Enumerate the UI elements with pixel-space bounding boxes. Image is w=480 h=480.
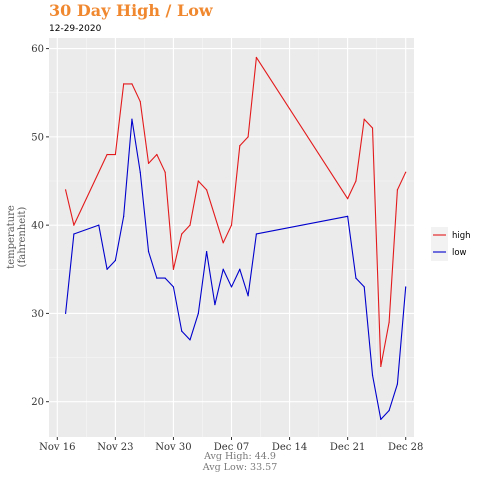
data-point-low xyxy=(189,339,191,341)
x-tick-label: Dec 21 xyxy=(330,442,365,453)
data-point-high xyxy=(388,321,390,323)
y-tick-label: 20 xyxy=(31,397,44,408)
data-point-low xyxy=(123,215,125,217)
data-point-low xyxy=(156,277,158,279)
data-point-low xyxy=(147,251,150,253)
data-point-low xyxy=(206,251,208,253)
data-point-high xyxy=(380,365,382,367)
data-point-low xyxy=(106,268,108,270)
data-point-low xyxy=(73,233,75,235)
x-tick-label: Dec 07 xyxy=(214,442,249,453)
data-point-high xyxy=(197,180,199,182)
y-tick-label: 40 xyxy=(31,221,44,232)
data-point-low xyxy=(197,312,199,315)
data-point-high xyxy=(156,153,158,156)
data-point-high xyxy=(131,83,133,85)
data-point-low xyxy=(230,286,233,288)
data-point-high xyxy=(206,189,208,191)
data-point-high xyxy=(189,224,191,226)
y-axis: 20 30 40 50 60 xyxy=(31,44,49,408)
data-point-high xyxy=(230,224,233,226)
data-point-high xyxy=(363,118,365,120)
series-layer xyxy=(64,56,407,420)
chart-title: 30 Day High / Low xyxy=(49,1,213,20)
x-tick-label: Dec 28 xyxy=(388,442,423,453)
avg-low-text: Avg Low: 33.57 xyxy=(202,462,278,473)
data-point-high xyxy=(371,127,374,129)
avg-high-text: Avg High: 44.9 xyxy=(204,451,276,462)
legend: high low xyxy=(431,227,471,261)
data-point-high xyxy=(114,153,116,156)
data-point-low xyxy=(172,286,175,288)
data-point-high xyxy=(355,180,357,182)
x-axis: Nov 16 Nov 23 Nov 30 Dec 07 Dec 14 Dec 21 Dec … xyxy=(39,437,423,453)
series-line-high xyxy=(65,56,407,367)
data-point-low xyxy=(363,286,365,288)
data-point-low xyxy=(239,268,241,270)
y-tick-label: 50 xyxy=(31,132,44,143)
series-line-low xyxy=(65,118,407,420)
y-axis-label-line1: temperature xyxy=(6,205,17,269)
data-point-low xyxy=(380,418,382,420)
data-point-high xyxy=(255,56,257,59)
chart-subtitle: 12-29-2020 xyxy=(49,24,102,34)
data-point-high xyxy=(73,224,75,226)
data-point-low xyxy=(347,215,349,217)
data-point-high xyxy=(247,136,249,138)
data-point-low xyxy=(388,409,390,412)
data-point-low xyxy=(255,233,257,235)
x-tick-label: Nov 16 xyxy=(39,442,75,453)
y-axis-label: temperature (fahrenheit) xyxy=(6,205,28,269)
data-point-low xyxy=(247,295,249,297)
data-point-low xyxy=(371,374,374,376)
data-point-high xyxy=(222,242,224,244)
data-point-low xyxy=(139,171,141,173)
data-point-high xyxy=(164,171,166,173)
data-point-high xyxy=(64,189,67,191)
data-point-low xyxy=(396,383,399,385)
data-point-high xyxy=(405,171,407,173)
data-point-low xyxy=(131,118,133,120)
data-point-low xyxy=(64,312,67,315)
x-tick-label: Dec 14 xyxy=(272,442,307,453)
y-tick-label: 30 xyxy=(31,309,44,320)
data-point-high xyxy=(106,153,108,156)
legend-label-low: low xyxy=(452,248,467,258)
data-point-high xyxy=(139,100,141,103)
data-point-high xyxy=(181,233,183,235)
data-point-low xyxy=(98,224,100,226)
x-tick-label: Nov 30 xyxy=(155,442,191,453)
data-point-low xyxy=(181,330,183,332)
data-point-high xyxy=(123,83,125,85)
data-point-high xyxy=(239,145,241,147)
data-point-low xyxy=(355,277,357,279)
data-point-low xyxy=(222,268,224,270)
data-point-low xyxy=(164,277,166,279)
data-point-high xyxy=(147,162,150,164)
y-axis-label-line2: (fahrenheit) xyxy=(17,207,28,268)
data-point-high xyxy=(172,268,175,270)
data-point-high xyxy=(396,189,399,191)
data-point-low xyxy=(114,259,116,262)
data-point-low xyxy=(214,303,216,306)
y-tick-label: 60 xyxy=(31,44,44,55)
x-tick-label: Nov 23 xyxy=(97,442,133,453)
data-point-low xyxy=(405,286,407,288)
legend-label-high: high xyxy=(452,231,471,241)
data-point-high xyxy=(347,198,349,200)
